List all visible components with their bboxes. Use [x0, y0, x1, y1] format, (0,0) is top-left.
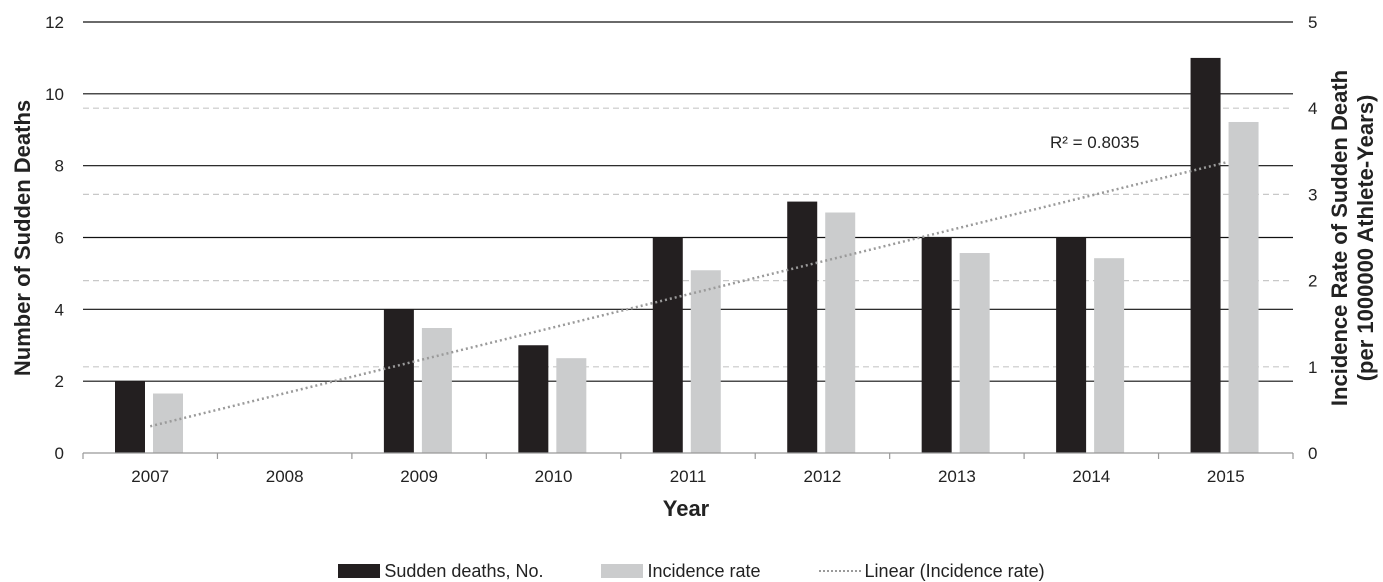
x-tick-2007: 2007	[131, 467, 169, 486]
x-tick-2013: 2013	[938, 467, 976, 486]
x-axis	[82, 452, 1294, 459]
y-tick-left-6: 6	[55, 229, 64, 248]
y-tick-right-4: 4	[1308, 99, 1317, 118]
x-tick-2012: 2012	[804, 467, 842, 486]
x-axis-title: Year	[663, 496, 710, 521]
bar-incidence-2007	[153, 393, 183, 453]
legend: Sudden deaths, No. Incidence rate Linear…	[0, 560, 1383, 582]
y-tick-left-4: 4	[55, 300, 64, 319]
y-tick-right-5: 5	[1308, 13, 1317, 32]
y-tick-right-1: 1	[1308, 358, 1317, 377]
x-tick-2015: 2015	[1207, 467, 1245, 486]
legend-label-incidence-rate: Incidence rate	[647, 560, 761, 581]
x-tick-2008: 2008	[266, 467, 304, 486]
bar-deaths-2011	[652, 237, 683, 453]
bar-incidence-2010	[556, 358, 587, 453]
y-tick-left-10: 10	[45, 85, 64, 104]
bar-deaths-2012	[787, 201, 818, 453]
legend-item-trendline: Linear (Incidence rate)	[818, 560, 1045, 582]
x-tick-2014: 2014	[1072, 467, 1110, 486]
legend-swatch-sudden-deaths	[338, 564, 381, 578]
bar-deaths-2010	[518, 345, 549, 453]
y-axis-title-right-line2: (per 1000000 Athlete-Years)	[1353, 95, 1378, 382]
x-ticks: 2007 2008 2009 2010 2011 2012 2013 2014 2015	[131, 467, 1244, 486]
y-tick-left-8: 8	[55, 157, 64, 176]
left-gridlines	[83, 21, 1293, 382]
right-gridlines	[83, 107, 1293, 368]
legend-label-trendline: Linear (Incidence rate)	[864, 560, 1045, 581]
bar-incidence-2012	[825, 212, 856, 453]
legend-item-incidence-rate: Incidence rate	[601, 560, 761, 582]
y-tick-right-0: 0	[1308, 444, 1317, 463]
y-tick-right-3: 3	[1308, 185, 1317, 204]
bars-group	[115, 57, 1259, 454]
bar-deaths-2013	[921, 237, 952, 453]
x-tick-2009: 2009	[400, 467, 438, 486]
y-tick-right-2: 2	[1308, 272, 1317, 291]
x-tick-2010: 2010	[535, 467, 573, 486]
bar-deaths-2014	[1056, 237, 1087, 453]
bar-deaths-2007	[115, 381, 145, 453]
legend-label-sudden-deaths: Sudden deaths, No.	[384, 560, 544, 581]
legend-swatch-trendline	[818, 570, 861, 572]
y-tick-left-0: 0	[55, 444, 64, 463]
bar-deaths-2015	[1190, 57, 1221, 454]
y-axis-title-left: Number of Sudden Deaths	[10, 100, 35, 376]
bar-deaths-2009	[383, 309, 414, 453]
bar-incidence-2011	[690, 270, 721, 453]
bar-incidence-2013	[959, 253, 990, 453]
y-axis-title-right-line1: Incidence Rate of Sudden Death	[1327, 70, 1352, 406]
legend-swatch-incidence-rate	[601, 564, 644, 578]
y-tick-left-2: 2	[55, 372, 64, 391]
right-y-ticks: 0 1 2 3 4 5	[1308, 13, 1317, 463]
bar-incidence-2014	[1094, 258, 1125, 453]
r-squared-label: R² = 0.8035	[1050, 133, 1139, 152]
x-tick-2011: 2011	[670, 467, 707, 486]
bar-incidence-2009	[421, 328, 452, 453]
left-y-ticks: 0 2 4 6 8 10 12	[45, 13, 64, 463]
bar-incidence-2015	[1228, 121, 1259, 453]
legend-item-sudden-deaths: Sudden deaths, No.	[338, 561, 543, 582]
y-tick-left-12: 12	[45, 13, 64, 32]
